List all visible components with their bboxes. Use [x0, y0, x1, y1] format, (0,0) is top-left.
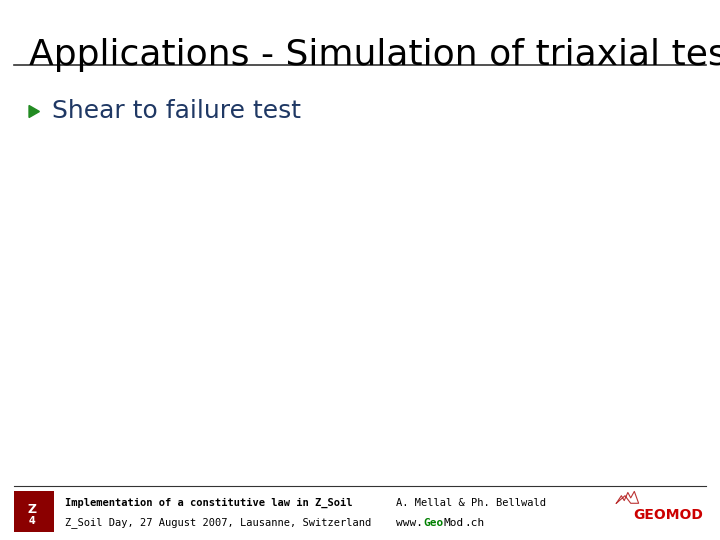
Text: Implementation of a constitutive law in Z_Soil: Implementation of a constitutive law in …: [65, 498, 352, 508]
Bar: [14, 491, 54, 532]
Text: 4: 4: [29, 516, 35, 525]
Text: Shear to failure test: Shear to failure test: [52, 99, 301, 123]
Text: Geo: Geo: [423, 518, 444, 528]
Text: GEOMOD: GEOMOD: [634, 508, 703, 522]
Text: .ch: .ch: [464, 518, 485, 528]
Text: Mod: Mod: [444, 518, 464, 528]
Text: Z: Z: [27, 503, 37, 516]
Text: A. Mellal & Ph. Bellwald: A. Mellal & Ph. Bellwald: [396, 498, 546, 508]
Text: Z_Soil Day, 27 August 2007, Lausanne, Switzerland: Z_Soil Day, 27 August 2007, Lausanne, Sw…: [65, 517, 371, 529]
Text: www.: www.: [396, 518, 423, 528]
Text: Applications - Simulation of triaxial tests: Applications - Simulation of triaxial te…: [29, 38, 720, 72]
